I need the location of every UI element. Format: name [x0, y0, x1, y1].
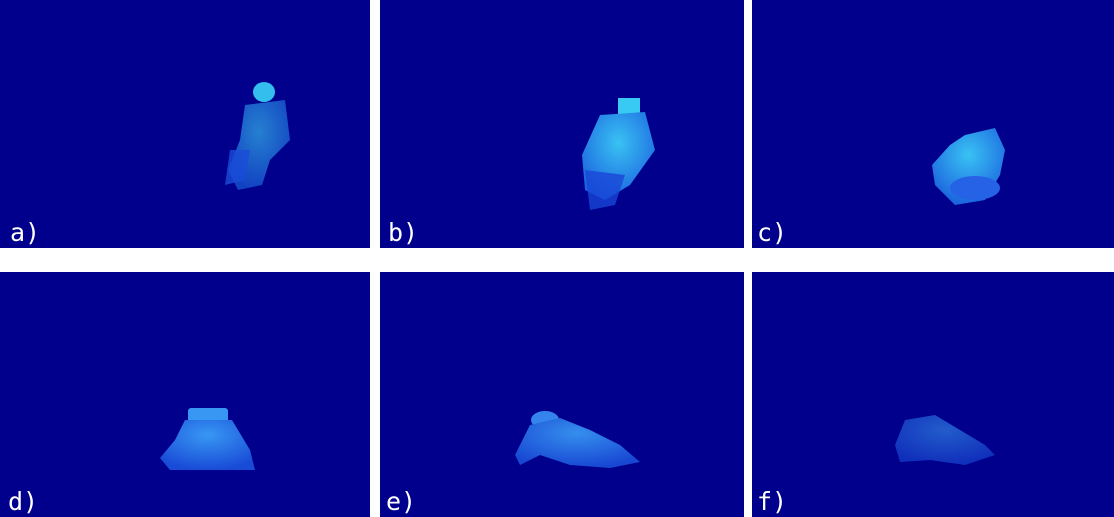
panel: b) [380, 0, 744, 248]
panel-background [380, 0, 744, 248]
panel: e) [380, 272, 744, 517]
page: a) b) c) d) e) [0, 0, 1114, 517]
panel-label: c) [757, 218, 787, 247]
panel-label: a) [10, 218, 40, 247]
panel-background [752, 0, 1114, 248]
panel: c) [752, 0, 1114, 248]
panel: a) [0, 0, 370, 248]
panel-background [0, 0, 370, 248]
panel: f) [752, 272, 1114, 517]
panel: d) [0, 272, 370, 517]
panel-background [380, 272, 744, 517]
panel-background [752, 272, 1114, 517]
panel-label: e) [386, 487, 416, 516]
panel-background [0, 272, 370, 517]
panel-label: d) [8, 487, 38, 516]
figure: a) b) c) d) e) [0, 0, 1114, 517]
panel-label: b) [388, 218, 418, 247]
panel-label: f) [757, 487, 787, 516]
